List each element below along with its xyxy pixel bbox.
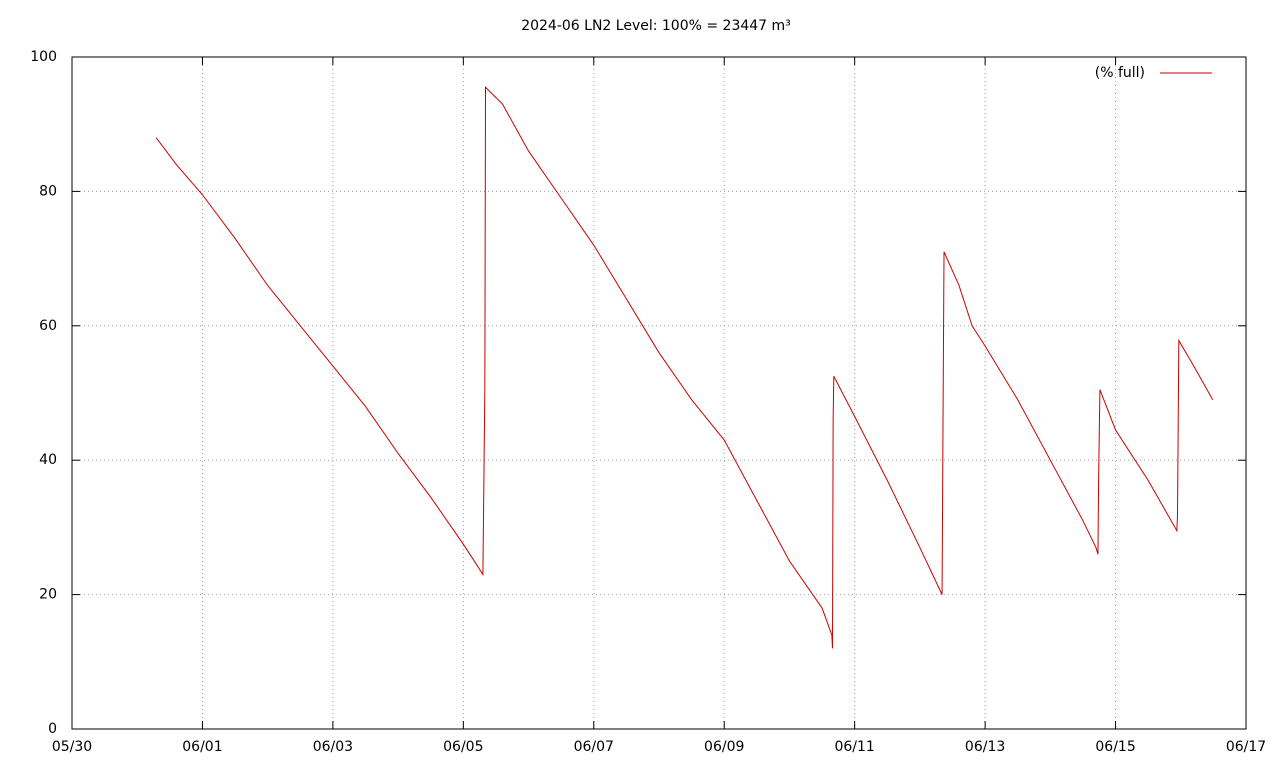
data-line: [155, 86, 1214, 649]
x-tick-label: 06/03: [313, 739, 353, 755]
x-tick-label: 06/15: [1095, 739, 1135, 755]
x-tick-label: 06/13: [965, 739, 1005, 755]
x-tick-label: 06/11: [834, 739, 874, 755]
y-tick-label: 60: [39, 318, 57, 334]
x-tick-label: 05/30: [52, 739, 92, 755]
plot-frame: [71, 56, 1247, 730]
x-tick-label: 06/05: [443, 739, 483, 755]
x-tick-label: 06/09: [704, 739, 744, 755]
chart-title: 2024-06 LN2 Level: 100% = 23447 m³: [521, 18, 791, 34]
y-tick-label: 0: [48, 721, 57, 737]
x-tick-label: 06/07: [574, 739, 614, 755]
y-tick-label: 80: [39, 183, 57, 199]
legend-label: (% full): [1095, 65, 1145, 81]
y-tick-label: 40: [39, 452, 57, 468]
y-tick-label: 100: [30, 49, 57, 65]
y-tick-label: 20: [39, 587, 57, 603]
x-tick-label: 06/01: [182, 739, 222, 755]
x-tick-label: 06/17: [1226, 739, 1266, 755]
